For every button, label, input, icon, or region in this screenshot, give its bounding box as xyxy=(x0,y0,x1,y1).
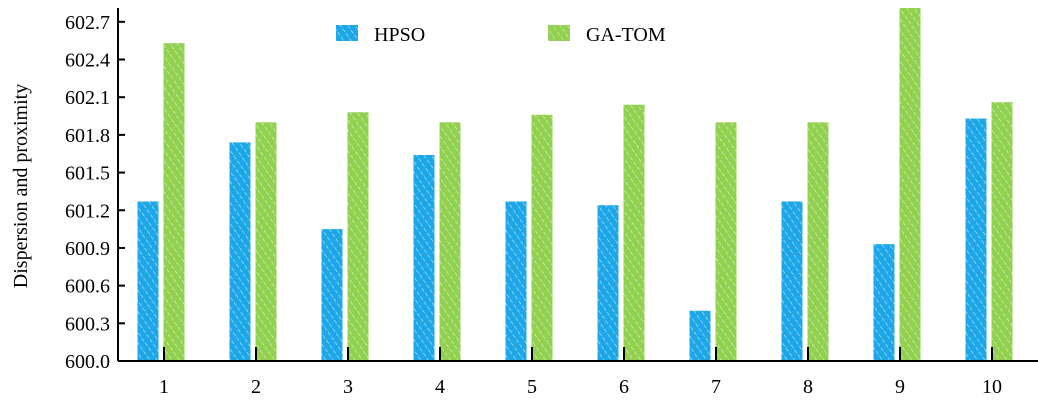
y-tick-label: 600.9 xyxy=(65,238,110,260)
legend-label-ga-tom: GA-TOM xyxy=(586,24,666,46)
x-tick-label: 9 xyxy=(895,376,905,398)
legend-label-hpso: HPSO xyxy=(374,24,425,46)
y-tick-label: 601.2 xyxy=(65,200,110,222)
x-tick-label: 8 xyxy=(803,376,813,398)
y-tick-label: 602.4 xyxy=(65,50,110,72)
y-tick-label: 600.3 xyxy=(65,313,110,335)
bar-hpso-6 xyxy=(597,205,619,361)
y-tick-label: 600.0 xyxy=(65,351,110,373)
x-tick-label: 3 xyxy=(343,376,353,398)
legend: HPSO GA-TOM xyxy=(336,24,666,46)
bar-hpso-1 xyxy=(137,201,159,361)
bar-ga-tom-7 xyxy=(715,122,737,361)
y-tick-label: 600.6 xyxy=(65,276,110,298)
bar-hpso-5 xyxy=(505,201,527,361)
x-tick-label: 7 xyxy=(711,376,721,398)
y-axis-label: Dispersion and proximity xyxy=(10,84,32,288)
bar-hpso-3 xyxy=(321,229,343,361)
bar-hpso-2 xyxy=(229,142,251,361)
x-tick-label: 10 xyxy=(982,376,1002,398)
legend-swatch-ga-tom xyxy=(548,25,570,41)
x-tick-label: 1 xyxy=(159,376,169,398)
bar-hpso-7 xyxy=(689,310,711,361)
x-tick-label: 4 xyxy=(435,376,445,398)
bar-hpso-4 xyxy=(413,154,435,361)
y-tick-label: 601.5 xyxy=(65,163,110,185)
x-ticks-group: 1 2 3 4 5 6 7 8 9 10 xyxy=(159,347,1002,398)
y-tick-label: 602.1 xyxy=(65,87,110,109)
bar-hpso-10 xyxy=(965,118,987,362)
bar-ga-tom-6 xyxy=(623,104,645,361)
bar-ga-tom-3 xyxy=(347,112,369,361)
bar-ga-tom-1 xyxy=(163,43,185,361)
bars-group xyxy=(137,8,1013,362)
x-tick-label: 6 xyxy=(619,376,629,398)
y-tick-label: 601.8 xyxy=(65,125,110,147)
bar-ga-tom-10 xyxy=(991,102,1013,362)
bar-ga-tom-4 xyxy=(439,122,461,361)
bar-ga-tom-8 xyxy=(807,122,829,361)
x-tick-label: 5 xyxy=(527,376,537,398)
y-tick-label: 602.7 xyxy=(65,12,110,34)
bar-hpso-9 xyxy=(873,244,895,361)
bar-ga-tom-5 xyxy=(531,114,553,361)
legend-swatch-hpso xyxy=(336,25,358,41)
bar-hpso-8 xyxy=(781,201,803,361)
x-tick-label: 2 xyxy=(251,376,261,398)
bar-ga-tom-2 xyxy=(255,122,277,361)
y-ticks-group: 600.0 600.3 600.6 600.9 601.2 601.5 601.8 602.1… xyxy=(65,12,125,373)
bar-ga-tom-9 xyxy=(899,8,921,361)
